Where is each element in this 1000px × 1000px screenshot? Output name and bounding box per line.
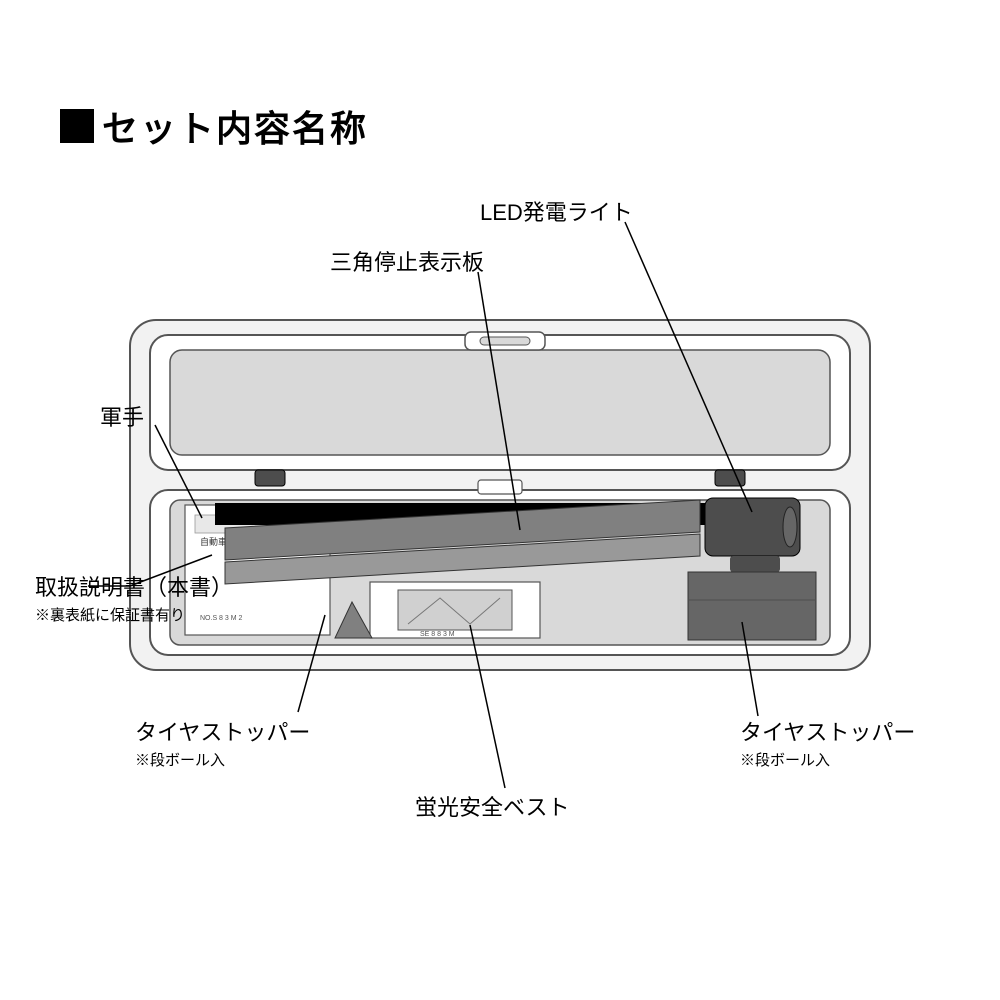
hinge-right (715, 470, 745, 486)
title-bullet-icon (60, 109, 94, 143)
title-text: セット内容名称 (102, 100, 368, 152)
case-latch (478, 480, 522, 494)
case-handle-slot (480, 337, 530, 345)
label-tire-stopper-left-text: タイヤストッパー (135, 720, 310, 745)
manual-text: 自動車用 (200, 536, 236, 547)
manual-label-box (195, 515, 285, 533)
hinge-left (255, 470, 285, 486)
label-tire-stopper-right: タイヤストッパー ※段ボール入 (740, 715, 915, 770)
label-manual: 取扱説明書（本書） ※裏表紙に保証書有り (35, 570, 233, 625)
label-tire-stopper-right-text: タイヤストッパー (740, 720, 915, 745)
vest-text: SE 8 8 3 M (420, 631, 455, 638)
label-tire-stopper-right-note: ※段ボール入 (740, 749, 915, 770)
case-body (150, 490, 850, 655)
vest-fold-lines (408, 598, 500, 624)
case-lid (150, 335, 850, 470)
label-triangle-sign: 三角停止表示板 (330, 245, 484, 277)
label-manual-note: ※裏表紙に保証書有り (35, 604, 233, 625)
section-title: セット内容名称 (60, 100, 368, 152)
led-head (705, 498, 800, 556)
label-tire-stopper-left-note: ※段ボール入 (135, 749, 310, 770)
label-manual-text: 取扱説明書（本書） (35, 575, 233, 600)
triangle-bar-front-lower (225, 534, 700, 584)
triangle-bar-back (215, 503, 710, 525)
case-body-inner (170, 500, 830, 645)
case-outer (130, 320, 870, 670)
vest-box (370, 582, 540, 638)
leader-lines (88, 222, 758, 788)
led-lens (783, 507, 797, 547)
tire-stopper-right (688, 572, 816, 640)
label-led-light: LED発電ライト (480, 195, 633, 227)
label-gloves: 軍手 (100, 400, 144, 432)
label-safety-vest: 蛍光安全ベスト (415, 790, 569, 822)
tire-stopper-left (335, 602, 372, 638)
case-handle (465, 332, 545, 350)
label-tire-stopper-left: タイヤストッパー ※段ボール入 (135, 715, 310, 770)
case-lid-inner (170, 350, 830, 455)
vest-window (398, 590, 512, 630)
led-neck (730, 556, 780, 572)
triangle-bar-front (225, 500, 700, 560)
